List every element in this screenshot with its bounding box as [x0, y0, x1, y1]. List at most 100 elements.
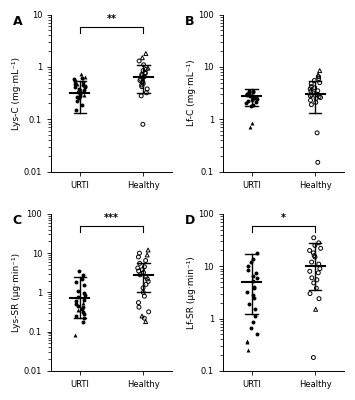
Point: [141, 289, 146, 296]
Point: [316, 94, 322, 100]
Y-axis label: Lf-SR (μg·min⁻¹): Lf-SR (μg·min⁻¹): [186, 256, 196, 329]
Point: [80, 78, 86, 85]
Point: [139, 84, 144, 90]
Point: [81, 315, 87, 321]
Text: A: A: [12, 15, 22, 28]
Point: [141, 315, 147, 321]
Point: [315, 91, 320, 98]
Point: [307, 93, 313, 99]
Point: [308, 97, 313, 104]
Point: [82, 84, 88, 90]
Point: [82, 82, 88, 89]
Point: [252, 313, 258, 320]
Point: [140, 78, 146, 85]
Point: [248, 103, 254, 109]
Point: [246, 301, 252, 307]
Point: [316, 74, 321, 80]
Point: [254, 250, 260, 256]
Point: [77, 90, 83, 97]
Point: [244, 91, 250, 98]
Point: [308, 88, 314, 95]
Point: [73, 300, 79, 307]
Point: [81, 311, 87, 317]
Point: [311, 250, 316, 256]
Point: [72, 80, 78, 87]
Point: [143, 274, 149, 280]
Point: [311, 77, 317, 84]
Point: [138, 93, 144, 99]
Point: [81, 296, 87, 303]
Point: [145, 65, 151, 71]
Point: [250, 94, 256, 101]
Point: [250, 273, 256, 279]
Point: [143, 66, 149, 72]
Point: [143, 50, 149, 57]
Point: [80, 276, 85, 282]
Point: [80, 304, 85, 310]
Point: [251, 284, 257, 290]
Text: *: *: [281, 213, 286, 223]
Point: [139, 71, 145, 78]
Point: [81, 282, 87, 289]
Point: [143, 257, 148, 264]
Point: [309, 275, 315, 281]
Point: [307, 290, 313, 297]
Text: B: B: [184, 15, 194, 28]
Point: [137, 260, 142, 266]
Point: [82, 74, 88, 81]
Point: [78, 71, 84, 78]
Point: [246, 92, 252, 98]
Point: [250, 319, 256, 326]
Point: [315, 72, 321, 78]
Point: [254, 331, 260, 338]
Point: [141, 269, 146, 276]
Point: [142, 264, 147, 270]
Point: [316, 75, 322, 82]
Point: [137, 272, 143, 278]
Point: [245, 267, 251, 273]
Point: [135, 265, 141, 271]
Point: [250, 278, 256, 284]
Point: [244, 339, 250, 346]
Point: [82, 87, 87, 93]
Point: [73, 298, 79, 304]
Point: [79, 306, 84, 312]
Point: [307, 268, 313, 274]
Point: [75, 294, 81, 300]
Point: [136, 58, 142, 64]
Point: [142, 70, 148, 77]
Point: [311, 280, 317, 286]
Point: [253, 99, 259, 106]
Y-axis label: Lys-SR (μg·min⁻¹): Lys-SR (μg·min⁻¹): [12, 253, 21, 332]
Point: [250, 89, 255, 95]
Point: [71, 76, 77, 82]
Text: **: **: [106, 14, 116, 24]
Point: [77, 93, 83, 99]
Point: [253, 94, 259, 100]
Point: [317, 266, 323, 272]
Point: [316, 270, 321, 276]
Point: [318, 94, 323, 101]
Point: [308, 80, 314, 87]
Point: [310, 90, 316, 96]
Point: [250, 292, 255, 298]
Point: [311, 252, 317, 259]
Point: [312, 84, 317, 91]
Point: [143, 90, 149, 96]
Point: [140, 266, 145, 273]
Point: [252, 294, 257, 301]
Point: [139, 72, 145, 79]
Point: [72, 77, 78, 84]
Point: [314, 130, 320, 136]
Point: [76, 303, 81, 309]
Point: [143, 318, 148, 325]
Point: [72, 84, 78, 90]
Point: [254, 96, 260, 102]
Point: [140, 285, 146, 291]
Point: [252, 95, 258, 102]
Point: [251, 88, 256, 95]
Y-axis label: Lys-C (mg·mL⁻¹): Lys-C (mg·mL⁻¹): [12, 56, 21, 130]
Point: [307, 86, 313, 92]
Point: [250, 120, 255, 126]
Point: [316, 296, 322, 302]
